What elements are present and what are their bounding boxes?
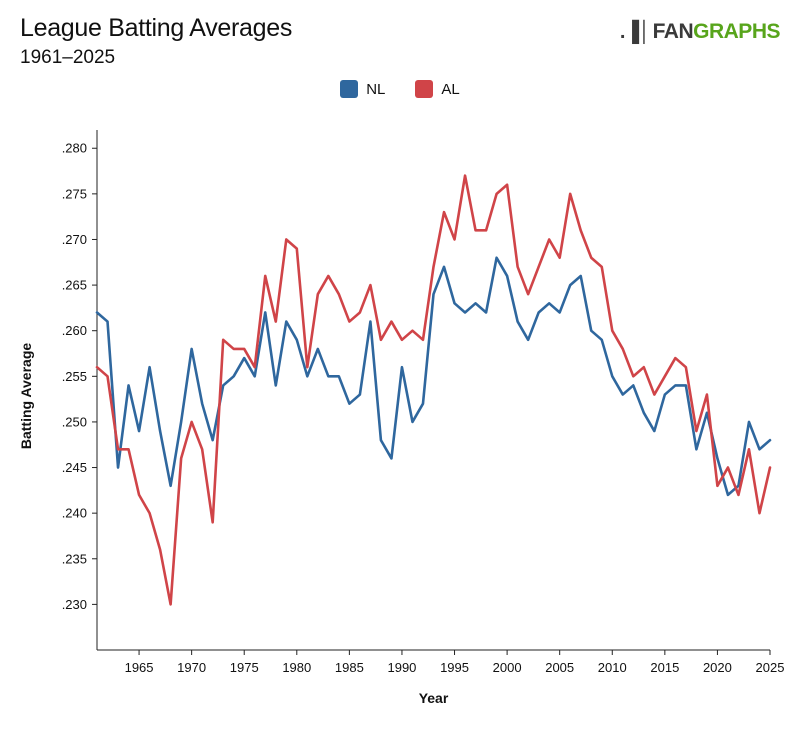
y-tick-label: .240 (62, 506, 87, 521)
y-tick-label: .245 (62, 460, 87, 475)
chart-title: League Batting Averages (20, 14, 293, 42)
logo-graphs-text: GRAPHS (693, 20, 780, 43)
x-tick-label: 1975 (230, 660, 259, 675)
y-axis-title: Batting Average (18, 343, 34, 450)
fangraphs-logo[interactable]: .▐│ FAN GRAPHS (619, 20, 781, 44)
x-tick-label: 1970 (177, 660, 206, 675)
legend-item-al[interactable]: AL (415, 80, 460, 98)
y-tick-label: .230 (62, 597, 87, 612)
x-tick-label: 2005 (545, 660, 574, 675)
logo-mark-icon: .▐│ (619, 20, 651, 43)
x-tick-label: 2015 (650, 660, 679, 675)
x-tick-label: 1980 (282, 660, 311, 675)
chart-ticks: .230 .235 .240 .245 .250 .255 .260 .265 .270 .275… (62, 141, 785, 675)
y-tick-label: .280 (62, 141, 87, 156)
series-line-nl[interactable] (95, 256, 772, 497)
logo-fan-text: FAN (652, 20, 694, 43)
x-tick-label: 1990 (387, 660, 416, 675)
legend-label-al: AL (441, 80, 460, 98)
x-tick-label: 2020 (703, 660, 732, 675)
chart-legend: NL AL (0, 80, 800, 98)
y-tick-label: .270 (62, 232, 87, 247)
y-tick-label: .235 (62, 551, 87, 566)
chart-axes (96, 130, 770, 651)
y-tick-label: .275 (62, 186, 87, 201)
legend-label-nl: NL (366, 80, 386, 98)
y-tick-label: .260 (62, 323, 87, 338)
x-tick-label: 2010 (598, 660, 627, 675)
y-tick-label: .250 (62, 414, 87, 429)
legend-item-nl[interactable]: NL (340, 80, 385, 98)
x-tick-label: 1985 (335, 660, 364, 675)
legend-swatch-nl (340, 80, 359, 98)
y-tick-label: .255 (62, 369, 87, 384)
series-line-al[interactable] (95, 174, 772, 606)
chart-series (95, 174, 772, 606)
x-tick-label: 2025 (756, 660, 785, 675)
x-axis-title: Year (419, 690, 449, 706)
chart-subtitle: 1961–2025 (20, 47, 116, 68)
x-tick-label: 1995 (440, 660, 469, 675)
legend-swatch-al (415, 80, 434, 98)
x-tick-label: 1965 (125, 660, 154, 675)
x-tick-label: 2000 (493, 660, 522, 675)
y-tick-label: .265 (62, 278, 87, 293)
